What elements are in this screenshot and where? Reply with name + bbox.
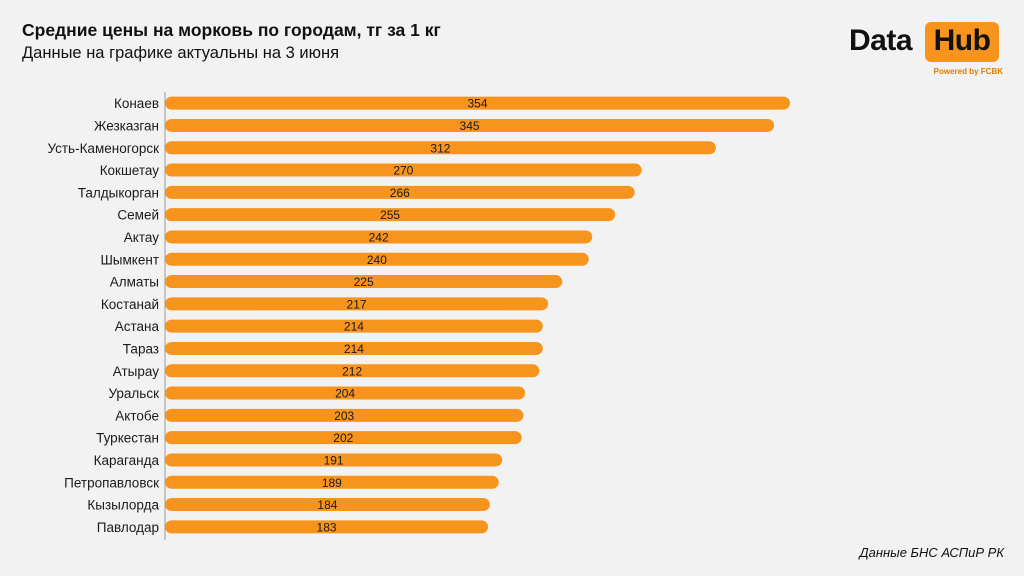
bar bbox=[165, 230, 593, 244]
logo-word-data: Data bbox=[849, 24, 913, 57]
bar bbox=[165, 208, 616, 222]
bar bbox=[165, 408, 524, 422]
logo-word-hub: Hub bbox=[933, 24, 991, 57]
data-label: 242 bbox=[369, 230, 389, 244]
bar bbox=[165, 141, 716, 155]
bar bbox=[165, 475, 499, 489]
data-label: 312 bbox=[430, 141, 450, 155]
bar bbox=[165, 185, 635, 199]
data-label: 183 bbox=[317, 520, 337, 534]
bar bbox=[165, 96, 790, 110]
data-label: 189 bbox=[322, 476, 342, 490]
bar bbox=[165, 297, 549, 311]
data-label: 202 bbox=[333, 431, 353, 445]
logo-hub-box: Hub bbox=[925, 22, 999, 62]
bar bbox=[165, 252, 589, 266]
category-label: Туркестан bbox=[96, 431, 159, 446]
chart-title: Средние цены на морковь по городам, тг з… bbox=[22, 20, 441, 40]
data-label: 345 bbox=[460, 119, 480, 133]
data-label: 270 bbox=[393, 164, 413, 178]
category-label: Костанай bbox=[101, 297, 159, 312]
bar bbox=[165, 275, 563, 289]
category-label: Атырау bbox=[113, 364, 159, 379]
bar bbox=[165, 386, 526, 400]
category-label: Павлодар bbox=[97, 520, 159, 535]
bar bbox=[165, 431, 522, 445]
data-label: 354 bbox=[467, 97, 487, 111]
data-label: 203 bbox=[334, 409, 354, 423]
category-label: Тараз bbox=[123, 341, 159, 356]
category-label: Кокшетау bbox=[100, 163, 160, 178]
category-label: Актобе bbox=[115, 408, 159, 423]
bar bbox=[165, 453, 503, 467]
category-label: Уральск bbox=[108, 386, 159, 401]
bar bbox=[165, 520, 489, 534]
bar bbox=[165, 364, 540, 378]
data-label: 184 bbox=[317, 498, 337, 512]
data-label: 191 bbox=[324, 453, 344, 467]
datahub-logo: Data Hub Powered by FCBK bbox=[845, 22, 1005, 78]
bar bbox=[165, 498, 490, 512]
bar bbox=[165, 341, 543, 355]
bar bbox=[165, 163, 642, 177]
logo-tagline: Powered by FCBK bbox=[933, 67, 1003, 76]
category-label: Жезказган bbox=[94, 118, 159, 133]
category-label: Кызылорда bbox=[87, 498, 159, 513]
data-label: 225 bbox=[354, 275, 374, 289]
bar bbox=[165, 118, 775, 132]
category-label: Астана bbox=[115, 319, 160, 334]
category-label: Шымкент bbox=[100, 252, 159, 267]
data-label: 255 bbox=[380, 208, 400, 222]
category-label: Конаев bbox=[114, 96, 159, 111]
category-label: Талдыкорган bbox=[78, 185, 159, 200]
category-label: Алматы bbox=[110, 275, 159, 290]
category-label: Актау bbox=[124, 230, 159, 245]
data-label: 217 bbox=[347, 297, 367, 311]
data-label: 212 bbox=[342, 364, 362, 378]
category-label: Петропавловск bbox=[64, 475, 159, 490]
category-label: Караганда bbox=[94, 453, 160, 468]
chart-subtitle: Данные на графике актуальны на 3 июня bbox=[22, 44, 340, 62]
data-label: 214 bbox=[344, 320, 364, 334]
bar bbox=[165, 319, 543, 333]
data-label: 240 bbox=[367, 253, 387, 267]
source-note: Данные БНС АСПиР РК bbox=[859, 545, 1004, 560]
category-label: Усть-Каменогорск bbox=[47, 141, 159, 156]
category-label: Семей bbox=[117, 208, 159, 223]
data-label: 214 bbox=[344, 342, 364, 356]
data-label: 204 bbox=[335, 387, 355, 401]
data-label: 266 bbox=[390, 186, 410, 200]
